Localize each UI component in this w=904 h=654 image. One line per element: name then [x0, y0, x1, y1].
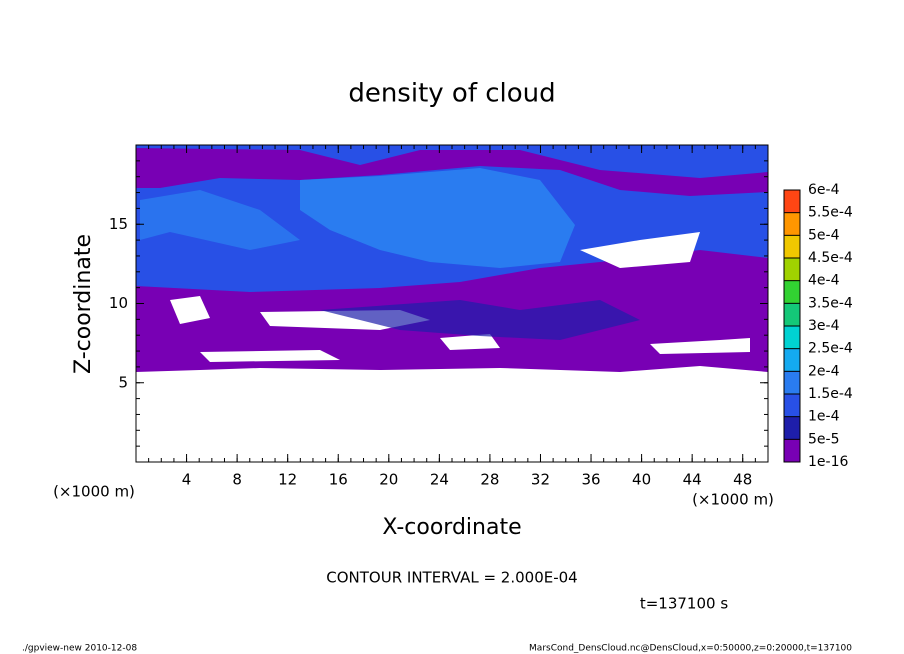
- colorbar-label: 5e-4: [808, 227, 840, 243]
- field-hole: [650, 338, 750, 354]
- x-tick-label: 36: [581, 471, 600, 489]
- colorbar-band: [784, 394, 800, 417]
- x-tick-label: 16: [329, 471, 348, 489]
- chart-title: density of cloud: [348, 79, 555, 109]
- colorbar-label: 5.5e-4: [808, 205, 853, 221]
- colorbar-label: 2.5e-4: [808, 341, 853, 357]
- colorbar-band: [784, 190, 800, 213]
- field-lightblue-left: [140, 190, 300, 250]
- colorbar-label: 6e-4: [808, 182, 840, 198]
- field-hole: [580, 232, 700, 268]
- x-tick-label: 32: [531, 471, 550, 489]
- field-empty: [136, 372, 768, 462]
- colorbar-label: 5e-5: [808, 431, 839, 447]
- colorbar-band: [784, 235, 800, 258]
- y-unit: (×1000 m): [53, 483, 135, 501]
- colorbar-label: 1e-16: [808, 454, 848, 470]
- x-tick-label: 28: [480, 471, 499, 489]
- colorbar-band: [784, 303, 800, 326]
- colorbar-band: [784, 371, 800, 394]
- x-tick-label: 4: [182, 471, 192, 489]
- x-tick-label: 12: [278, 471, 297, 489]
- y-tick-label: 5: [118, 373, 128, 391]
- colorbar-band: [784, 439, 800, 462]
- colorbar-label: 3e-4: [808, 318, 840, 334]
- y-tick-label: 10: [109, 294, 128, 312]
- colorbar-band: [784, 416, 800, 440]
- x-tick-label: 24: [430, 471, 449, 489]
- field-lightblue: [300, 168, 575, 268]
- x-axis-label: X-coordinate: [382, 515, 521, 540]
- colorbar-label: 1.5e-4: [808, 386, 853, 402]
- x-tick-label: 48: [733, 471, 752, 489]
- footer-right: MarsCond_DensCloud.nc@DensCloud,x=0:5000…: [529, 644, 852, 654]
- x-tick-label: 20: [379, 471, 398, 489]
- colorbar-label: 3.5e-4: [808, 295, 853, 311]
- field-hole: [170, 296, 210, 324]
- y-axis-label: Z-coordinate: [71, 234, 96, 374]
- contour-field: [136, 145, 768, 462]
- time-label: t=137100 s: [640, 595, 728, 613]
- x-unit: (×1000 m): [692, 491, 774, 509]
- colorbar-band: [784, 258, 800, 281]
- colorbar-label: 1e-4: [808, 409, 840, 425]
- colorbar-band: [784, 212, 800, 236]
- field-hole: [200, 350, 340, 362]
- x-tick-label: 44: [683, 471, 702, 489]
- x-tick-label: 40: [632, 471, 651, 489]
- colorbar-band: [784, 280, 800, 304]
- x-tick-label: 8: [232, 471, 242, 489]
- field-hole: [440, 334, 500, 350]
- footer-left: ./gpview-new 2010-12-08: [22, 644, 137, 654]
- field-purple-top: [136, 148, 768, 196]
- colorbar-band: [784, 348, 800, 372]
- colorbar-label: 4.5e-4: [808, 250, 853, 266]
- y-tick-label: 15: [109, 215, 128, 233]
- colorbar-label: 4e-4: [808, 273, 840, 289]
- colorbar-band: [784, 326, 800, 349]
- contour-interval: CONTOUR INTERVAL = 2.000E-04: [326, 569, 577, 587]
- field-darkblue: [320, 300, 640, 340]
- colorbar-label: 2e-4: [808, 363, 840, 379]
